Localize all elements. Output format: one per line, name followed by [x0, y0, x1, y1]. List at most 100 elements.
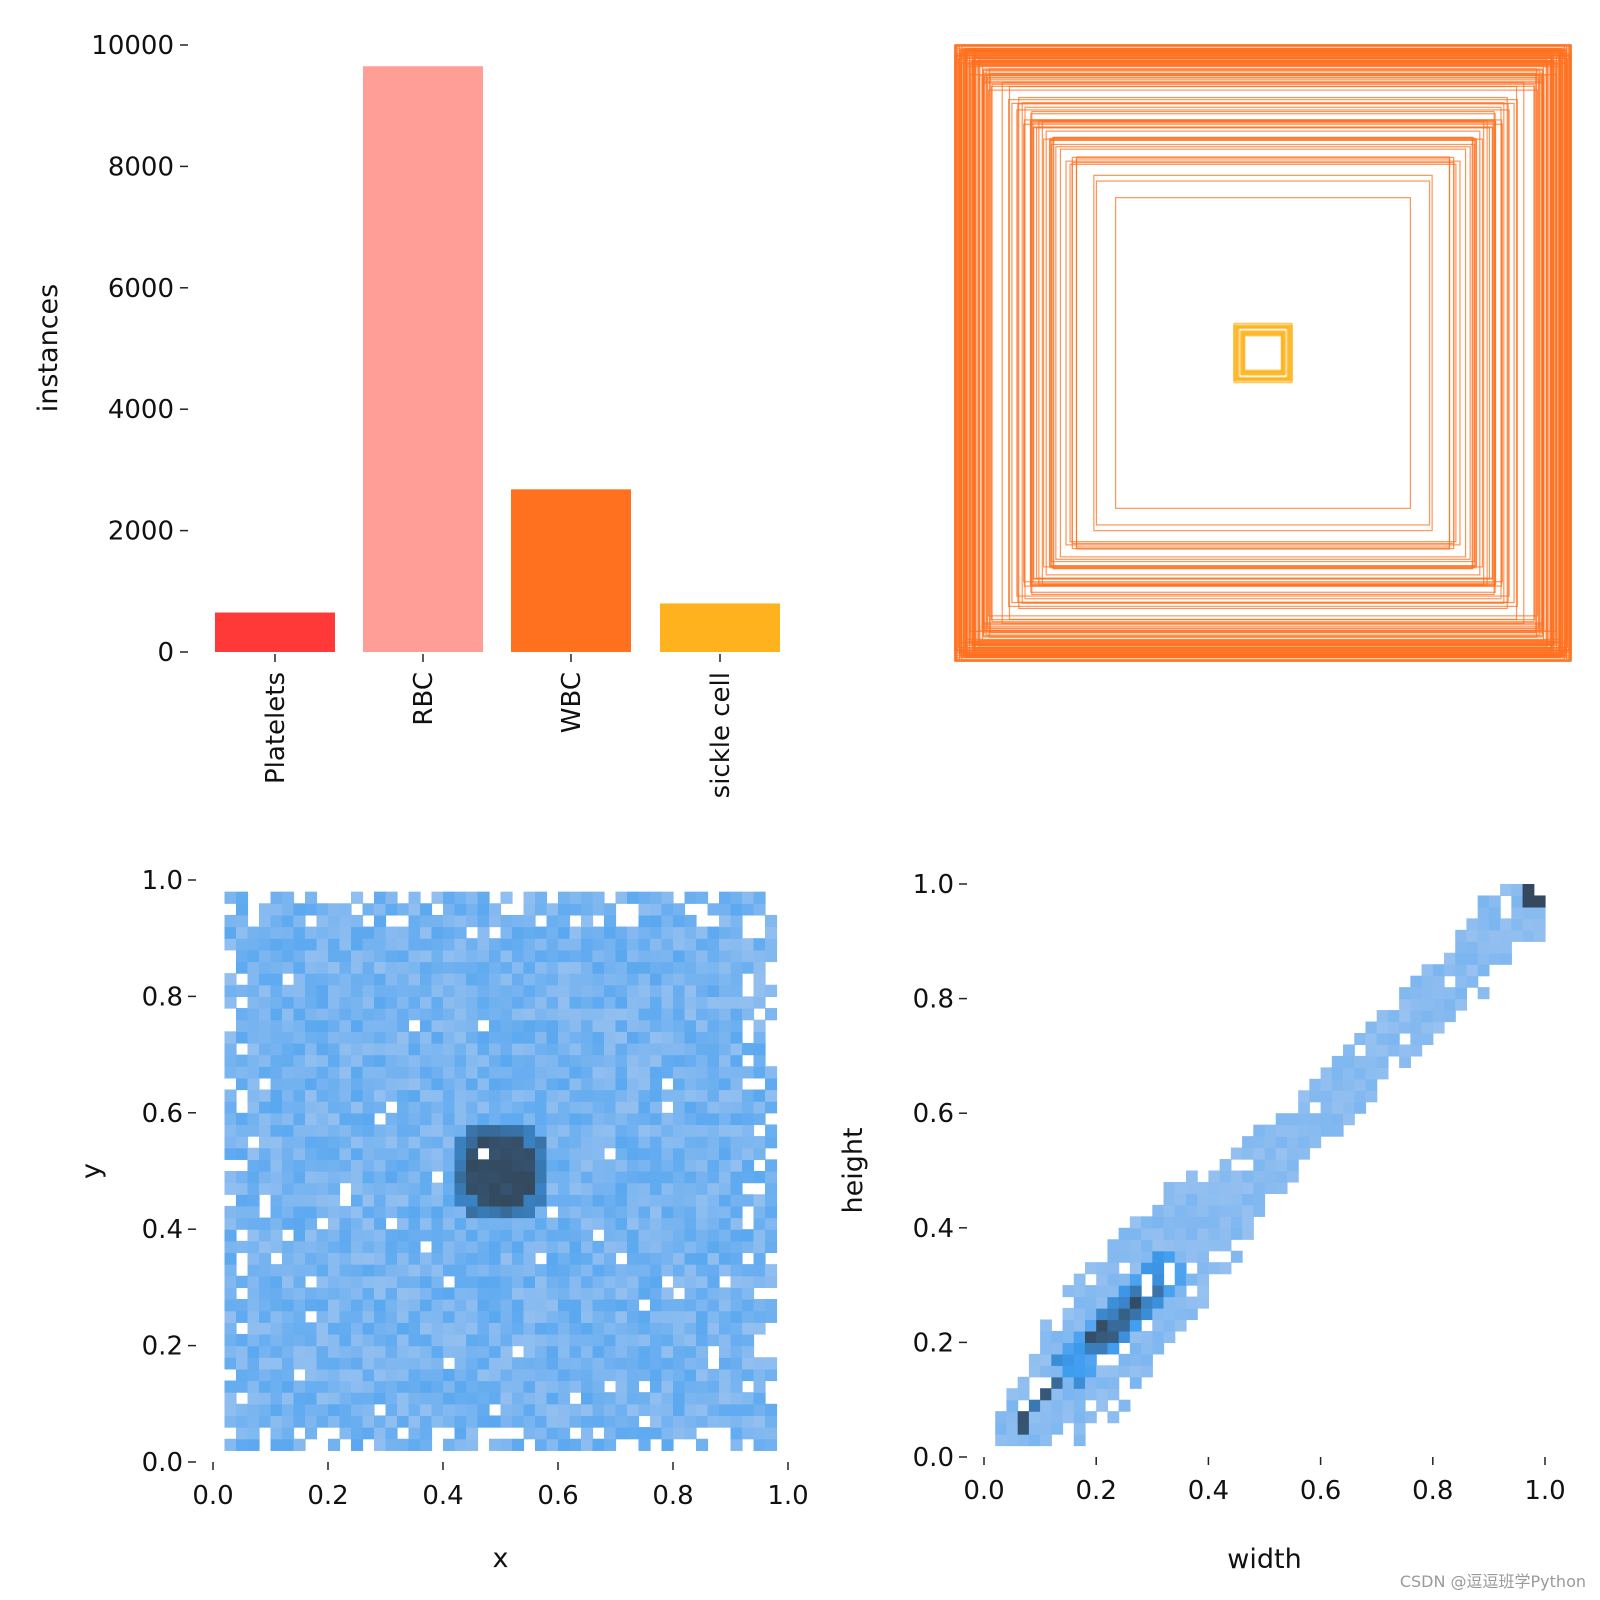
xy-bin: [765, 1101, 778, 1114]
wh-bin: [1488, 918, 1501, 931]
xy-bin: [224, 1124, 237, 1137]
xy-bin: [351, 1042, 364, 1056]
xy-bin: [512, 926, 525, 939]
xy-bin: [431, 1217, 444, 1230]
xy-bin: [673, 1264, 686, 1277]
xy-bin: [523, 1124, 536, 1137]
xy-bin: [627, 1171, 640, 1184]
xy-bin: [339, 1136, 352, 1149]
xy-bin: [627, 1077, 640, 1091]
xy-bin: [535, 1275, 548, 1288]
wbc-box: [962, 49, 1564, 657]
xy-bin: [558, 1240, 571, 1254]
xy-bin: [431, 914, 444, 928]
xy-bin: [351, 1287, 364, 1300]
xy-bin: [328, 1357, 341, 1370]
bar-platelets: [215, 612, 335, 652]
xy-bin: [615, 1229, 628, 1242]
xy-bin: [512, 1171, 525, 1184]
xy-bin: [466, 996, 479, 1009]
wbc-box: [965, 48, 1561, 658]
xy-bin: [684, 984, 697, 997]
xy-bin: [259, 1159, 272, 1172]
xy-bin: [385, 1403, 398, 1417]
wh-bin: [1511, 884, 1524, 897]
wh-bin: [1410, 1044, 1423, 1057]
wh-bin: [1096, 1388, 1109, 1401]
xy-bin: [305, 1171, 318, 1184]
xy-bin: [477, 1287, 490, 1300]
xy-bin: [638, 1066, 651, 1079]
xy-bin: [443, 1194, 456, 1207]
wh-bin: [1028, 1422, 1041, 1435]
xy-bin: [523, 1101, 536, 1114]
wh-bin: [1163, 1330, 1176, 1343]
xy-bin: [259, 1089, 272, 1102]
wh-bin: [1331, 1067, 1344, 1080]
wh-bin: [1152, 1342, 1165, 1355]
xy-bin: [282, 1264, 295, 1277]
xy-bin: [339, 949, 352, 963]
xy-bin: [535, 1229, 548, 1242]
xy-bin: [719, 938, 732, 951]
wh-bin: [1242, 1136, 1254, 1149]
xy-bin: [615, 891, 628, 904]
xy-bin: [305, 1112, 318, 1126]
xy-bin: [615, 1101, 628, 1114]
xy-bin: [661, 1031, 674, 1044]
xy-bin: [443, 1042, 456, 1056]
xy-bin: [627, 1112, 640, 1126]
xy-bin: [581, 1008, 594, 1021]
xy-bin: [339, 1229, 352, 1242]
wh-bin: [1253, 1136, 1266, 1149]
xy-bin: [638, 1205, 651, 1219]
xy-bin: [707, 1054, 720, 1067]
xy-bin: [535, 949, 548, 963]
wh-bin: [1096, 1319, 1109, 1332]
xy-bin: [719, 1042, 732, 1056]
xy-bin: [684, 1264, 697, 1277]
xy-bin: [581, 1089, 594, 1102]
xy-bin: [661, 973, 674, 986]
wh-bin: [1522, 884, 1535, 897]
xy-bin: [259, 961, 272, 974]
xy-bin: [719, 1077, 732, 1091]
xy-bin: [707, 1392, 720, 1405]
xy-bin: [753, 903, 766, 916]
xy-bin: [224, 1101, 237, 1114]
xy-bin: [569, 1124, 582, 1137]
xy-bin: [374, 903, 387, 916]
xy-bin: [684, 1147, 697, 1160]
xy-bin: [454, 996, 467, 1009]
xy-bin: [282, 1287, 295, 1300]
xy-bin: [753, 1427, 766, 1440]
xy-bin: [684, 949, 697, 963]
xy-bin: [592, 1205, 605, 1219]
xy-bin: [684, 1217, 697, 1230]
xy-bin: [581, 1217, 594, 1230]
xy-bin: [408, 1217, 421, 1230]
xy-bin: [535, 1217, 548, 1230]
wh-bin: [1455, 941, 1468, 954]
xy-bin: [604, 1136, 617, 1149]
xy-bin: [454, 1333, 467, 1347]
xy-bin: [305, 1380, 318, 1393]
xy-bin: [431, 1252, 444, 1265]
xy-bin: [270, 961, 283, 974]
xy-bin: [408, 1368, 421, 1382]
xy-bin: [569, 1147, 582, 1160]
xy-bin: [362, 1077, 375, 1091]
wh-bin: [1107, 1296, 1120, 1309]
xy-bin: [604, 1205, 617, 1219]
xy-bin: [247, 1205, 260, 1219]
wh-bin: [1455, 998, 1468, 1011]
xy-bin: [684, 1287, 697, 1300]
xy-bin: [673, 1031, 686, 1044]
wh-bin: [1073, 1434, 1086, 1447]
xy-bin: [696, 1147, 709, 1160]
xy-bin: [408, 1159, 421, 1172]
xy-bin: [293, 1194, 306, 1207]
xy-bin: [696, 1403, 709, 1417]
xy-bin: [604, 1240, 617, 1254]
xy-bin: [477, 1159, 490, 1172]
